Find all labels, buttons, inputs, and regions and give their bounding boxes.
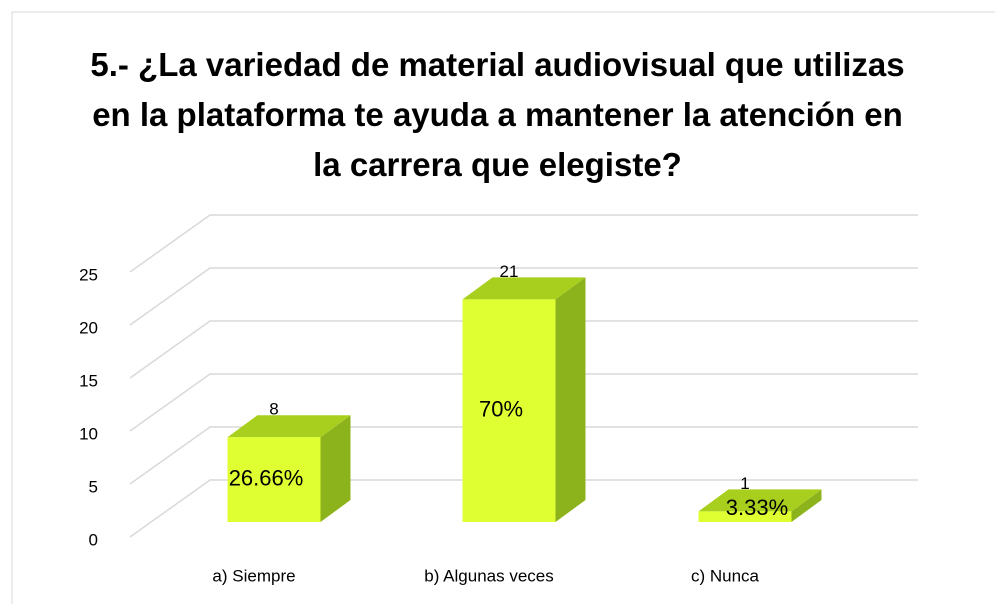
value-label: 1 <box>740 474 749 493</box>
value-label: 21 <box>500 262 519 281</box>
grid-line <box>129 373 918 432</box>
grid-line <box>129 267 918 326</box>
bar-top <box>698 489 822 512</box>
x-tick-label: a) Siempre <box>212 566 295 585</box>
y-tick-label: 0 <box>89 530 98 549</box>
grid-line <box>129 426 918 485</box>
y-tick-label: 15 <box>79 371 98 390</box>
value-label: 8 <box>269 400 278 419</box>
bar <box>462 299 556 522</box>
y-tick-label: 25 <box>79 265 98 284</box>
y-tick-label: 5 <box>89 477 98 496</box>
bar-top <box>227 415 351 438</box>
chart-title: 5.- ¿La variedad de material audiovisual… <box>90 46 905 183</box>
bar-side <box>320 415 351 522</box>
grid-line <box>129 320 918 379</box>
percent-label: 3.33% <box>726 495 788 520</box>
grid-line <box>129 214 918 273</box>
grid-line <box>129 479 918 538</box>
bar-side <box>555 277 586 522</box>
bar-side <box>791 489 822 522</box>
x-tick-label: b) Algunas veces <box>424 566 553 585</box>
percent-label: 70% <box>479 397 523 422</box>
y-tick-label: 10 <box>79 424 98 443</box>
x-tick-label: c) Nunca <box>691 566 760 585</box>
y-tick-label: 20 <box>79 318 98 337</box>
bar <box>227 437 321 522</box>
percent-label: 26.66% <box>229 465 304 490</box>
bar <box>698 511 792 522</box>
bar-top <box>462 277 586 300</box>
chart-border <box>11 11 995 604</box>
